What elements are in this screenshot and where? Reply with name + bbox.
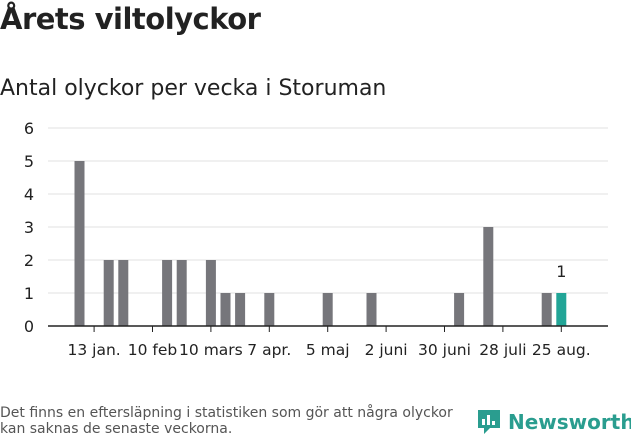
- bar: [541, 293, 552, 326]
- y-tick-label: 0: [24, 317, 34, 336]
- x-tick-label: 10 mars: [179, 341, 243, 359]
- highlight-bar: [556, 293, 567, 326]
- y-tick-label: 1: [24, 284, 34, 303]
- y-tick-label: 3: [24, 218, 34, 237]
- newsworthy-logo-icon: [478, 410, 500, 434]
- bar-chart: 0 1 2 3 4 5 6 1 13 jan. 10 feb 10 mars 7 apr. 5 maj 2…: [24, 119, 608, 359]
- bar: [366, 293, 377, 326]
- x-tick-label: 10 feb: [128, 341, 177, 359]
- x-tick-label: 2 juni: [365, 341, 408, 359]
- x-tick-label: 13 jan.: [67, 341, 120, 359]
- bar: [454, 293, 465, 326]
- chart-subtitle: Antal olyckor per vecka i Storuman: [0, 76, 387, 101]
- bar: [220, 293, 231, 326]
- bar: [118, 260, 129, 326]
- y-tick-label: 2: [24, 251, 34, 270]
- x-tick-label: 28 juli: [479, 341, 526, 359]
- bar: [322, 293, 333, 326]
- bar: [176, 260, 187, 326]
- x-tick-label: 25 aug.: [532, 341, 591, 359]
- bar: [162, 260, 173, 326]
- bar: [205, 260, 216, 326]
- chart-title: Årets viltolyckor: [0, 2, 261, 36]
- bar: [103, 260, 114, 326]
- x-tick-label: 7 apr.: [247, 341, 291, 359]
- y-tick-label: 4: [24, 185, 34, 204]
- bar: [483, 227, 494, 326]
- bar: [235, 293, 246, 326]
- newsworthy-logo: Newsworthy: [476, 408, 631, 436]
- y-tick-label: 6: [24, 119, 34, 138]
- newsworthy-logo-text: Newsworthy: [508, 410, 631, 434]
- data-label: 1: [556, 262, 566, 281]
- x-tick-label: 5 maj: [306, 341, 350, 359]
- bar: [264, 293, 275, 326]
- footnote: Det finns en eftersläpning i statistiken…: [0, 405, 453, 437]
- bar: [74, 161, 85, 326]
- x-tick-label: 30 juni: [418, 341, 471, 359]
- y-tick-label: 5: [24, 152, 34, 171]
